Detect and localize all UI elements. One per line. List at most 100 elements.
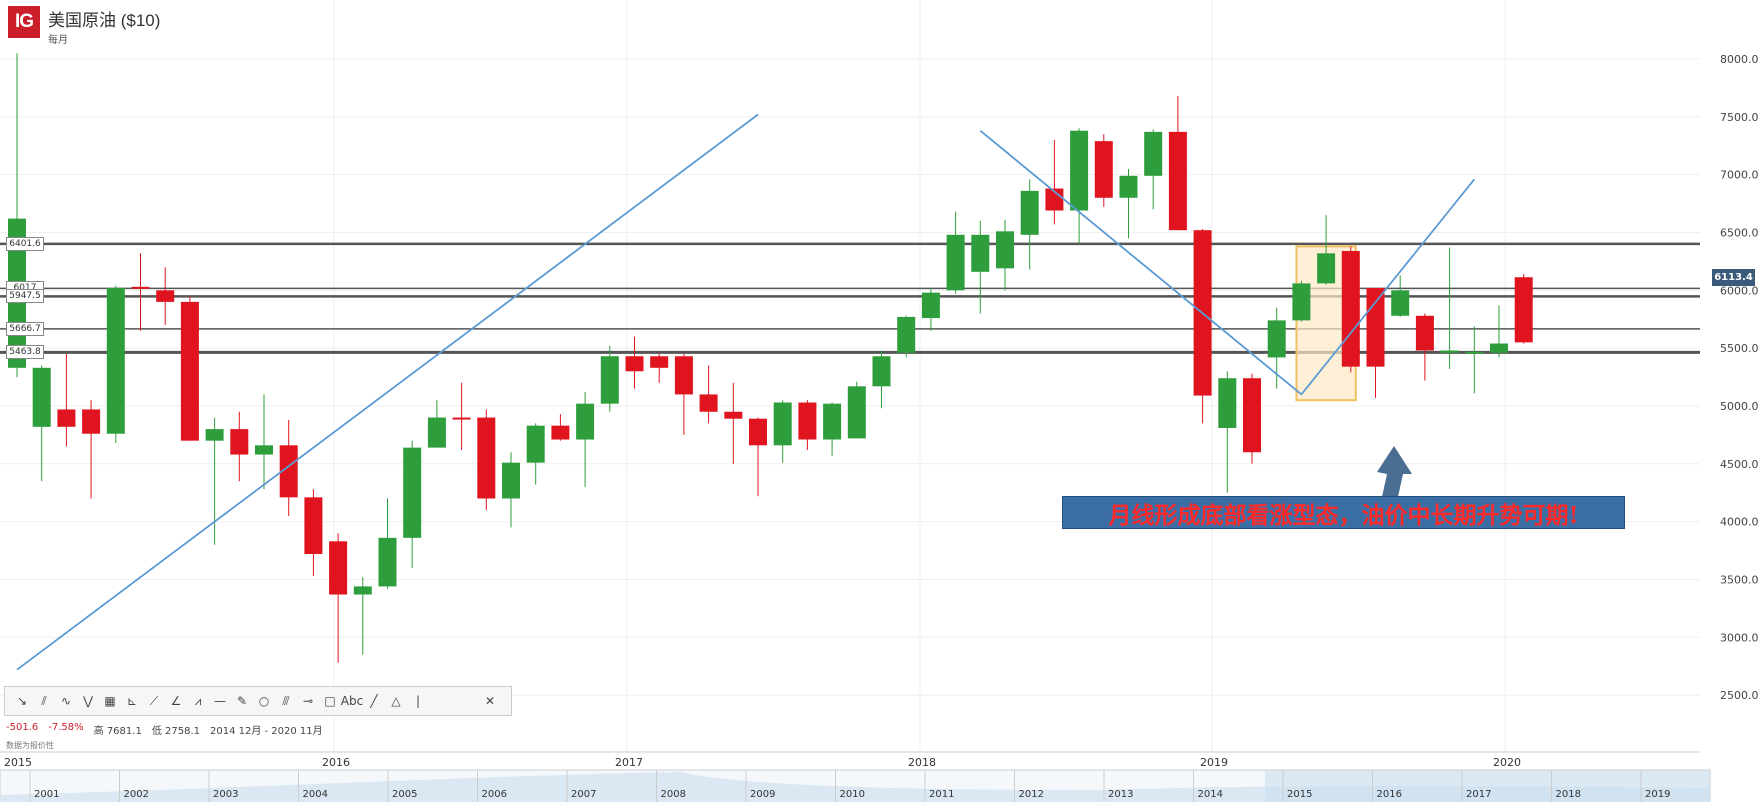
level-label: 6401.6 bbox=[6, 236, 44, 251]
pitchfork-icon[interactable]: ⫻ bbox=[282, 693, 290, 708]
drawing-toolbar: ↘ ⫽ ∿ ⋁ ▦ ⊾ ⟋ ∠ ⩘ — ✎ ○ ⫻ ⊸ □ Abc ╱ △ | ✕ bbox=[4, 686, 512, 716]
text-icon[interactable]: Abc bbox=[340, 694, 364, 708]
candle-up bbox=[1440, 350, 1459, 353]
navigator-label: 2010 bbox=[840, 789, 865, 800]
ig-logo: IG bbox=[8, 6, 40, 38]
navigator-label: 2002 bbox=[124, 789, 149, 800]
y-tick-label: 7500.0 bbox=[1720, 111, 1759, 124]
candle-down bbox=[749, 418, 767, 446]
y-tick-label: 5500.0 bbox=[1720, 342, 1759, 355]
y-tick-label: 7000.0 bbox=[1720, 169, 1759, 182]
candle-up bbox=[872, 356, 891, 387]
rectangle-icon[interactable]: □ bbox=[324, 694, 336, 708]
x-tick-label: 2017 bbox=[615, 756, 643, 769]
candle-up bbox=[600, 356, 619, 404]
x-tick-label: 2019 bbox=[1200, 756, 1228, 769]
triangle-icon[interactable]: △ bbox=[391, 694, 401, 708]
trend-line-icon[interactable]: ↘ bbox=[16, 694, 28, 708]
level-label: 5666.7 bbox=[6, 321, 44, 336]
x-tick-label: 2020 bbox=[1493, 756, 1521, 769]
candle-down bbox=[1243, 378, 1261, 453]
candle-up bbox=[1391, 290, 1410, 316]
candle-down bbox=[1168, 131, 1187, 231]
candle-up bbox=[1144, 131, 1163, 176]
low-value: 低 2758.1 bbox=[151, 726, 200, 737]
chart-header: IG 美国原油 ($10) 每月 bbox=[8, 6, 160, 46]
measure-icon[interactable]: ⊸ bbox=[302, 694, 314, 708]
up-arrow-icon bbox=[1377, 446, 1412, 506]
parallel-channel-icon[interactable]: ⫽ bbox=[41, 693, 47, 708]
navigator-label: 2015 bbox=[1287, 789, 1312, 800]
navigator-label: 2005 bbox=[392, 789, 417, 800]
circle-icon[interactable]: ○ bbox=[258, 694, 270, 708]
timeframe-label: 每月 bbox=[48, 35, 68, 46]
candle-up bbox=[106, 288, 125, 434]
candle-down bbox=[674, 356, 693, 395]
change-percent: -7.58% bbox=[48, 722, 84, 733]
date-range: 2014 12月 - 2020 11月 bbox=[209, 726, 323, 737]
y-tick-label: 6000.0 bbox=[1720, 284, 1759, 297]
x-tick-label: 2018 bbox=[908, 756, 936, 769]
high-value: 高 7681.1 bbox=[93, 726, 142, 737]
level-label: 5947.5 bbox=[6, 289, 44, 304]
navigator-label: 2003 bbox=[213, 789, 238, 800]
fib-grid-icon[interactable]: ▦ bbox=[104, 694, 116, 708]
candle-down bbox=[724, 411, 743, 419]
y-tick-label: 2500.0 bbox=[1720, 689, 1759, 702]
candle-down bbox=[230, 429, 249, 455]
y-tick-label: 8000.0 bbox=[1720, 53, 1759, 66]
candle-up bbox=[378, 537, 397, 587]
horizontal-line-icon[interactable]: — bbox=[214, 694, 226, 708]
navigator-label: 2016 bbox=[1377, 789, 1402, 800]
candle-up bbox=[897, 316, 916, 353]
wave-icon[interactable]: ⋁ bbox=[83, 694, 93, 708]
navigator-label: 2006 bbox=[482, 789, 507, 800]
zigzag-icon[interactable]: ⩘ bbox=[194, 693, 202, 708]
candle-down bbox=[625, 356, 644, 372]
fib-fan-icon[interactable]: ⊾ bbox=[126, 694, 138, 708]
current-price-badge: 6113.4 bbox=[1712, 269, 1755, 286]
navigator-label: 2009 bbox=[750, 789, 775, 800]
candle-down bbox=[452, 417, 471, 420]
candle-down bbox=[329, 541, 348, 595]
annotation-box: 月线形成底部看涨型态，油价中长期升势可期! bbox=[1062, 496, 1625, 529]
candle-up bbox=[427, 417, 446, 448]
gann-fan-icon[interactable]: ⟋ bbox=[149, 693, 159, 708]
candle-down bbox=[57, 409, 76, 427]
curve-icon[interactable]: ∿ bbox=[60, 694, 72, 708]
x-tick-label: 2015 bbox=[4, 756, 32, 769]
navigator-label: 2011 bbox=[929, 789, 954, 800]
candle-up bbox=[1465, 351, 1484, 354]
candle-down bbox=[1415, 315, 1434, 351]
candle-up bbox=[576, 403, 595, 440]
candle-up bbox=[1267, 320, 1286, 358]
candle-down bbox=[1341, 250, 1360, 367]
candle-down bbox=[477, 417, 496, 499]
ruler-icon[interactable]: ✎ bbox=[236, 694, 248, 708]
y-tick-label: 4000.0 bbox=[1720, 516, 1759, 529]
candle-down bbox=[180, 301, 199, 441]
candle-up bbox=[1292, 283, 1311, 321]
navigator-label: 2018 bbox=[1556, 789, 1581, 800]
navigator-window bbox=[1265, 770, 1710, 802]
candle-up bbox=[255, 445, 273, 455]
candle-up bbox=[1490, 343, 1508, 353]
navigator-label: 2007 bbox=[571, 789, 596, 800]
candle-up bbox=[1218, 378, 1237, 428]
angle-icon[interactable]: ∠ bbox=[170, 694, 182, 708]
candle-down bbox=[650, 356, 669, 368]
candle-up bbox=[946, 234, 965, 291]
y-tick-label: 3500.0 bbox=[1720, 573, 1759, 586]
candle-up bbox=[1317, 253, 1336, 284]
candle-up bbox=[921, 292, 940, 319]
close-icon[interactable]: ✕ bbox=[484, 694, 496, 708]
line-icon[interactable]: ╱ bbox=[370, 694, 378, 708]
candle-up bbox=[1119, 175, 1138, 198]
y-tick-label: 4500.0 bbox=[1720, 458, 1759, 471]
vertical-line-icon[interactable]: | bbox=[415, 694, 421, 708]
navigator-label: 2013 bbox=[1108, 789, 1133, 800]
candle-down bbox=[131, 286, 150, 289]
candle-up bbox=[1070, 130, 1089, 211]
navigator-label: 2019 bbox=[1645, 789, 1670, 800]
